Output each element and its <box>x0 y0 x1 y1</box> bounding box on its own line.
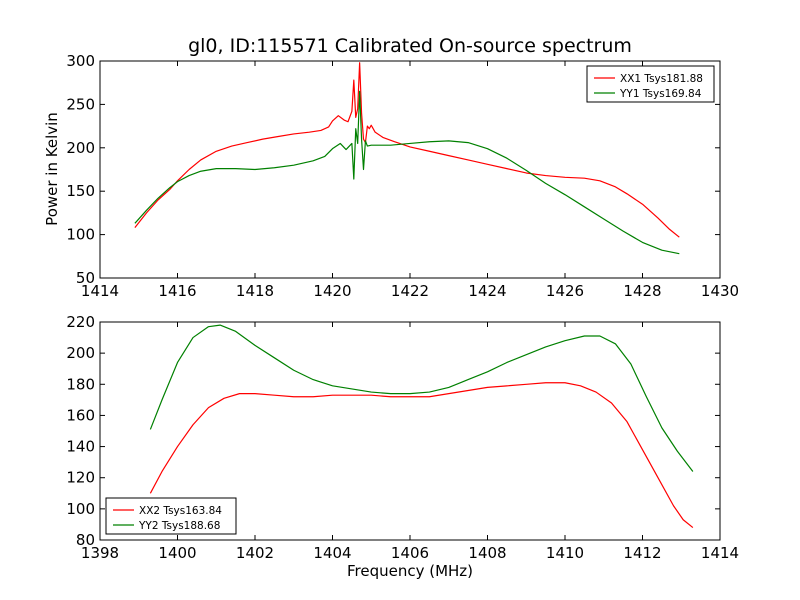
chart-top-series-line-2 <box>134 90 680 255</box>
chart-bottom-legend-box <box>105 497 237 535</box>
chart-bottom-x-tick-label: 1398 <box>81 544 119 562</box>
chart-top-y-tick-label: 100 <box>66 226 95 244</box>
chart-bottom-y-tick-label: 200 <box>66 344 95 362</box>
chart-bottom: Frequency (MHz) 1398 1400 1402 1404 1406 1408… <box>66 313 739 580</box>
chart-bottom-legend: XX2 Tsys163.84 YY2 Tsys188.68 <box>105 497 237 535</box>
chart-bottom-series-line-2 <box>149 324 694 472</box>
chart-bottom-x-tick-label: 1414 <box>701 544 739 562</box>
chart-top-y-tick-label: 50 <box>76 269 95 287</box>
chart-top-title: gl0, ID:115571 Calibrated On-source spec… <box>188 35 632 57</box>
chart-bottom-x-axis-label: Frequency (MHz) <box>347 562 473 580</box>
chart-top: gl0, ID:115571 Calibrated On-source spec… <box>43 35 739 300</box>
chart-top-legend-box <box>586 65 715 103</box>
chart-top-x-tick-label: 1420 <box>313 282 351 300</box>
chart-top-y-axis-label: Power in Kelvin <box>43 112 61 226</box>
chart-bottom-y-tick-label: 180 <box>66 375 95 393</box>
chart-bottom-x-tick-label: 1408 <box>468 544 506 562</box>
chart-top-y-tick-label: 300 <box>66 52 95 70</box>
chart-top-legend-label: YY1 Tsys169.84 <box>619 88 702 100</box>
chart-top-x-tick-label: 1416 <box>158 282 196 300</box>
chart-bottom-y-tick-label: 140 <box>66 438 95 456</box>
chart-bottom-x-tick-label: 1404 <box>313 544 351 562</box>
chart-top-x-tick-label: 1414 <box>81 282 119 300</box>
chart-top-legend-label: XX1 Tsys181.88 <box>620 73 703 85</box>
chart-bottom-x-tick-label: 1406 <box>391 544 429 562</box>
chart-bottom-y-tick-label: 120 <box>66 469 95 487</box>
chart-bottom-y-tick-label: 220 <box>66 313 95 331</box>
chart-top-x-tick-label: 1424 <box>468 282 506 300</box>
chart-top-x-tick-label: 1430 <box>701 282 739 300</box>
chart-bottom-plot: 1398 1400 1402 1404 1406 1408 1410 1412 1414 80 10… <box>66 313 739 562</box>
chart-bottom-y-tick-label: 160 <box>66 406 95 424</box>
chart-bottom-legend-label: YY2 Tsys188.68 <box>138 520 220 532</box>
chart-top-series-line-1 <box>134 62 680 238</box>
chart-bottom-x-tick-label: 1400 <box>158 544 196 562</box>
chart-bottom-series-line-1 <box>149 382 694 529</box>
chart-bottom-x-tick-label: 1402 <box>236 544 274 562</box>
chart-bottom-x-tick-label: 1410 <box>546 544 584 562</box>
chart-top-plot: 1414 1416 1418 1420 1422 1424 1426 1428 1430 50 10… <box>66 52 739 300</box>
chart-bottom-y-tick-label: 100 <box>66 500 95 518</box>
chart-top-x-tick-label: 1418 <box>236 282 274 300</box>
chart-top-x-tick-label: 1428 <box>623 282 661 300</box>
chart-bottom-x-tick-label: 1412 <box>623 544 661 562</box>
chart-bottom-y-tick-label: 80 <box>76 531 95 549</box>
chart-top-legend: XX1 Tsys181.88 YY1 Tsys169.84 <box>586 65 715 103</box>
chart-top-y-tick-label: 200 <box>66 139 95 157</box>
chart-top-y-tick-label: 150 <box>66 182 95 200</box>
chart-top-x-tick-label: 1426 <box>546 282 584 300</box>
chart-bottom-legend-label: XX2 Tsys163.84 <box>139 505 222 517</box>
chart-top-y-tick-label: 250 <box>66 95 95 113</box>
chart-top-x-tick-label: 1422 <box>391 282 429 300</box>
